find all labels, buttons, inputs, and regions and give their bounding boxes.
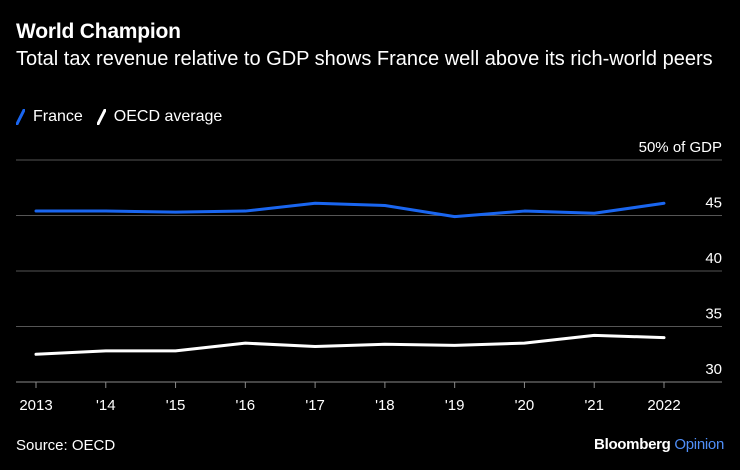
source-note: Source: OECD	[16, 437, 116, 454]
brand-logo: Bloomberg Opinion	[594, 436, 724, 453]
x-tick-label-2013: 2013	[19, 397, 52, 414]
y-tick-label-40: 40	[705, 250, 722, 267]
y-tick-label-50: 50% of GDP	[639, 139, 722, 156]
legend-swatch-france-icon	[16, 109, 25, 125]
legend-item-france: France	[16, 108, 83, 126]
x-tick-label-2018: '18	[375, 397, 395, 414]
y-tick-label-30: 30	[705, 361, 722, 378]
legend: France OECD average	[16, 108, 236, 126]
x-tick-label-2014: '14	[96, 397, 116, 414]
legend-swatch-oecd-icon	[96, 109, 106, 125]
x-tick-label-2020: '20	[515, 397, 535, 414]
x-tick-label-2016: '16	[236, 397, 256, 414]
x-tick-label-2021: '21	[584, 397, 604, 414]
chart-title: World Champion	[16, 20, 181, 43]
legend-label-france: France	[33, 108, 83, 125]
x-tick-label-2017: '17	[305, 397, 325, 414]
legend-item-oecd: OECD average	[96, 108, 223, 126]
series-line-oecd-average	[34, 333, 666, 356]
y-tick-label-35: 35	[705, 306, 722, 323]
legend-label-oecd: OECD average	[113, 108, 223, 125]
series-line-france	[34, 201, 666, 219]
x-tick-label-2019: '19	[445, 397, 465, 414]
x-tick-label-2015: '15	[166, 397, 186, 414]
x-tick-label-2022: 2022	[647, 397, 680, 414]
y-tick-label-45: 45	[705, 195, 722, 212]
chart-subtitle: Total tax revenue relative to GDP shows …	[16, 48, 713, 70]
